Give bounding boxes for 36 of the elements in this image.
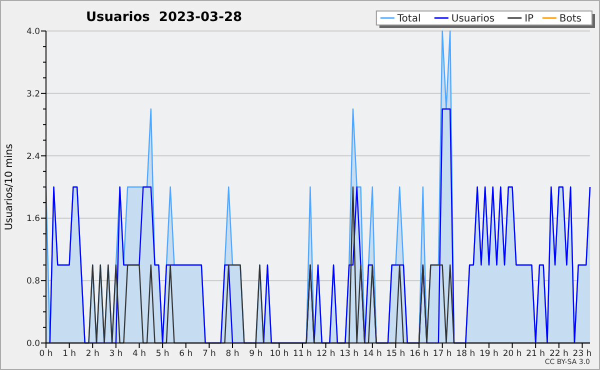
x-tick-label: 11 h [293, 349, 312, 359]
x-tick-label: 17 h [432, 349, 452, 359]
x-tick-label: 15 h [386, 349, 406, 359]
x-tick-label: 10 h [270, 349, 289, 359]
x-tick-label: 12 h [316, 349, 336, 359]
y-tick-label: 0.0 [26, 338, 40, 349]
x-tick-label: 18 h [456, 349, 476, 359]
x-tick-label: 6 h [179, 349, 193, 359]
x-tick-label: 20 h [502, 349, 522, 359]
y-tick-label: 3.2 [26, 89, 40, 100]
x-tick-label: 14 h [362, 349, 382, 359]
x-tick-label: 23 h [572, 349, 592, 359]
x-tick-label: 16 h [410, 349, 428, 359]
y-tick-label: 4.0 [26, 26, 40, 37]
x-tick-label: 8 h [226, 349, 240, 359]
y-tick-label: 2.4 [26, 152, 40, 162]
legend-label: Bots [559, 14, 582, 24]
x-tick-label: 7 h [202, 349, 216, 359]
legend-label: Usuarios [451, 14, 495, 24]
legend-label: IP [524, 14, 534, 24]
y-axis-title: Usuarios/10 mins [4, 144, 15, 230]
x-tick-label: 0 h [39, 349, 53, 359]
x-tick-label: 13 h [340, 349, 359, 359]
x-tick-label: 9 h [249, 349, 263, 359]
x-tick-label: 5 h [156, 349, 170, 359]
chart-title: Usuarios 2023-03-28 [86, 10, 242, 25]
legend-label: Total [396, 14, 421, 24]
x-tick-label: 19 h [480, 349, 498, 359]
x-tick-label: 21 h [526, 349, 546, 359]
x-tick-label: 4 h [132, 349, 146, 359]
x-tick-label: 3 h [109, 349, 123, 359]
y-tick-label: 0.8 [26, 276, 40, 287]
x-tick-label: 1 h [62, 349, 76, 359]
y-tick-label: 1.6 [26, 214, 40, 224]
x-tick-label: 22 h [549, 349, 568, 359]
x-tick-label: 2 h [86, 349, 100, 359]
